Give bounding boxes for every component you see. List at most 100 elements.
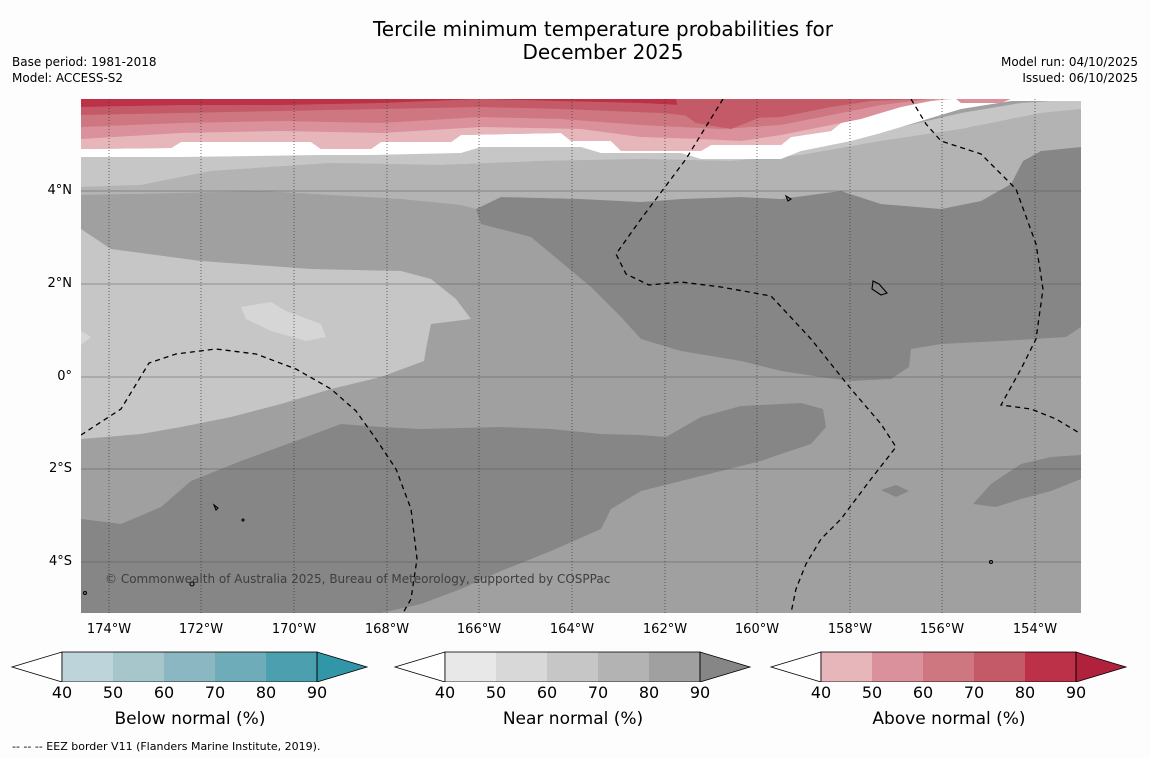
- colorbar-near-swatch-1: [445, 652, 496, 682]
- colorbar-near-max-arrow: [699, 651, 752, 682]
- lat-label-2s: 2°S: [48, 461, 72, 476]
- near-normal-60-patch: [241, 302, 326, 341]
- legend-above-tick-90: 90: [1065, 683, 1087, 702]
- near-normal-90-band-north: [476, 147, 1081, 381]
- colorbar-above-frame: [820, 651, 1077, 682]
- lat-label-2n: 2°N: [47, 276, 73, 291]
- legend-below-normal: 40 50 60 70 80 90 Below normal (%): [10, 650, 370, 734]
- colorbar-below-swatch-4: [215, 652, 266, 682]
- legend-above-title: Above normal (%): [872, 709, 1026, 729]
- colorbar-near-normal: [393, 651, 752, 682]
- island-malden: [988, 559, 994, 565]
- near-normal-light-band: [81, 109, 1081, 209]
- colorbar-above-swatch-1: [821, 652, 872, 682]
- colorbar-above-normal: [769, 651, 1128, 682]
- lon-label-170w: 170°W: [271, 622, 317, 637]
- legend-near-normal: 40 50 60 70 80 90 Near normal (%): [393, 650, 753, 734]
- colorbar-above-min-arrow: [769, 651, 822, 682]
- colorbar-below-min-arrow: [10, 651, 63, 682]
- legend-above-tick-40: 40: [810, 683, 832, 702]
- legend-near-tick-80: 80: [638, 683, 660, 702]
- legend-above-tick-50: 50: [861, 683, 883, 702]
- model-run: Model run: 04/10/2025: [1000, 55, 1138, 69]
- near-normal-70-region-west: [81, 229, 471, 439]
- lat-label-4s: 4°S: [48, 554, 72, 569]
- eez-border-kiribati-phoenix: [81, 348, 418, 613]
- issued-date: Issued: 06/10/2025: [1022, 71, 1138, 85]
- colorbar-below-swatch-2: [113, 652, 164, 682]
- colorbar-near-swatch-2: [496, 652, 547, 682]
- lat-label-4n: 4°N: [47, 183, 73, 198]
- colorbar-near-min-arrow: [393, 651, 446, 682]
- lon-label-156w: 156°W: [919, 622, 965, 637]
- meta-right: Model run: 04/10/2025 Issued: 06/10/2025: [1001, 54, 1138, 86]
- legend-near-tick-90: 90: [689, 683, 711, 702]
- colorbar-near-swatch-5: [649, 652, 700, 682]
- near-normal-90-patch-east: [973, 455, 1081, 507]
- lon-label-158w: 158°W: [827, 622, 873, 637]
- islands: [82, 194, 994, 596]
- legend-near-title: Near normal (%): [502, 709, 644, 729]
- island-canton: [212, 503, 219, 511]
- lon-label-160w: 160°W: [734, 622, 780, 637]
- eez-border-kiribati-line-west: [615, 99, 897, 613]
- eez-borders: [81, 99, 1081, 613]
- colorbar-above-swatch-2: [872, 652, 923, 682]
- near-normal-90-band-south: [81, 403, 826, 613]
- above-normal-80-region: [81, 99, 701, 107]
- lon-label-166w: 166°W: [456, 622, 502, 637]
- meta-left: Base period: 1981-2018 Model: ACCESS-S2: [12, 54, 157, 86]
- map-title: Tercile minimum temperature probabilitie…: [300, 18, 906, 64]
- colorbar-below-swatch-3: [164, 652, 215, 682]
- graticule: [81, 190, 1081, 563]
- eez-footnote: -- -- -- EEZ border V11 (Flanders Marine…: [12, 740, 321, 753]
- lon-label-168w: 168°W: [364, 622, 410, 637]
- colorbar-below-swatch-5: [266, 652, 317, 682]
- legend-above-tick-60: 60: [912, 683, 934, 702]
- island-tabuaeran: [784, 194, 793, 202]
- above-normal-80-patch-east: [676, 99, 781, 129]
- colorbar-below-max-arrow: [316, 651, 369, 682]
- above-normal-white-gap: [81, 99, 1081, 159]
- near-normal-90-spot: [881, 485, 909, 497]
- near-normal-60-edge: [81, 331, 91, 345]
- colorbar-above-swatch-5: [1025, 652, 1076, 682]
- legend-above-tick-80: 80: [1014, 683, 1036, 702]
- probability-map: © Commonwealth of Australia 2025, Bureau…: [81, 99, 1081, 613]
- island-enderbury: [241, 518, 245, 522]
- colorbar-below-frame: [61, 651, 318, 682]
- lon-label-174w: 174°W: [86, 622, 132, 637]
- lat-label-0: 0°: [57, 369, 72, 384]
- legend-above-tick-70: 70: [963, 683, 985, 702]
- above-normal-patch-far-east: [956, 99, 1011, 103]
- colorbar-above-swatch-4: [974, 652, 1025, 682]
- legend-below-title: Below normal (%): [114, 709, 266, 729]
- lon-label-164w: 164°W: [549, 622, 595, 637]
- colorbar-near-frame: [444, 651, 701, 682]
- legend-below-tick-90: 90: [306, 683, 328, 702]
- title-line-2: December 2025: [522, 40, 684, 64]
- island-birnie: [189, 581, 195, 587]
- colorbar-above-max-arrow: [1075, 651, 1128, 682]
- legend-below-tick-50: 50: [102, 683, 124, 702]
- legend-below-tick-40: 40: [51, 683, 73, 702]
- colorbar-below-swatch-1: [62, 652, 113, 682]
- legend-near-tick-50: 50: [485, 683, 507, 702]
- legend-near-tick-40: 40: [434, 683, 456, 702]
- island-kiritimati: [871, 280, 888, 296]
- legend-below-tick-70: 70: [204, 683, 226, 702]
- lon-label-172w: 172°W: [178, 622, 224, 637]
- legend-above-normal: 40 50 60 70 80 90 Above normal (%): [769, 650, 1129, 734]
- island-small-west: [82, 590, 88, 596]
- legend-near-tick-60: 60: [536, 683, 558, 702]
- copyright-notice: © Commonwealth of Australia 2025, Bureau…: [105, 572, 611, 586]
- eez-border-kiribati-line-east: [910, 99, 1081, 435]
- legend-near-tick-70: 70: [587, 683, 609, 702]
- legend-below-tick-80: 80: [255, 683, 277, 702]
- map-canvas: [81, 99, 1081, 613]
- colorbar-near-swatch-4: [598, 652, 649, 682]
- model-name: Model: ACCESS-S2: [12, 71, 124, 85]
- lon-label-162w: 162°W: [642, 622, 688, 637]
- colorbar-near-swatch-3: [547, 652, 598, 682]
- colorbar-below-normal: [10, 651, 369, 682]
